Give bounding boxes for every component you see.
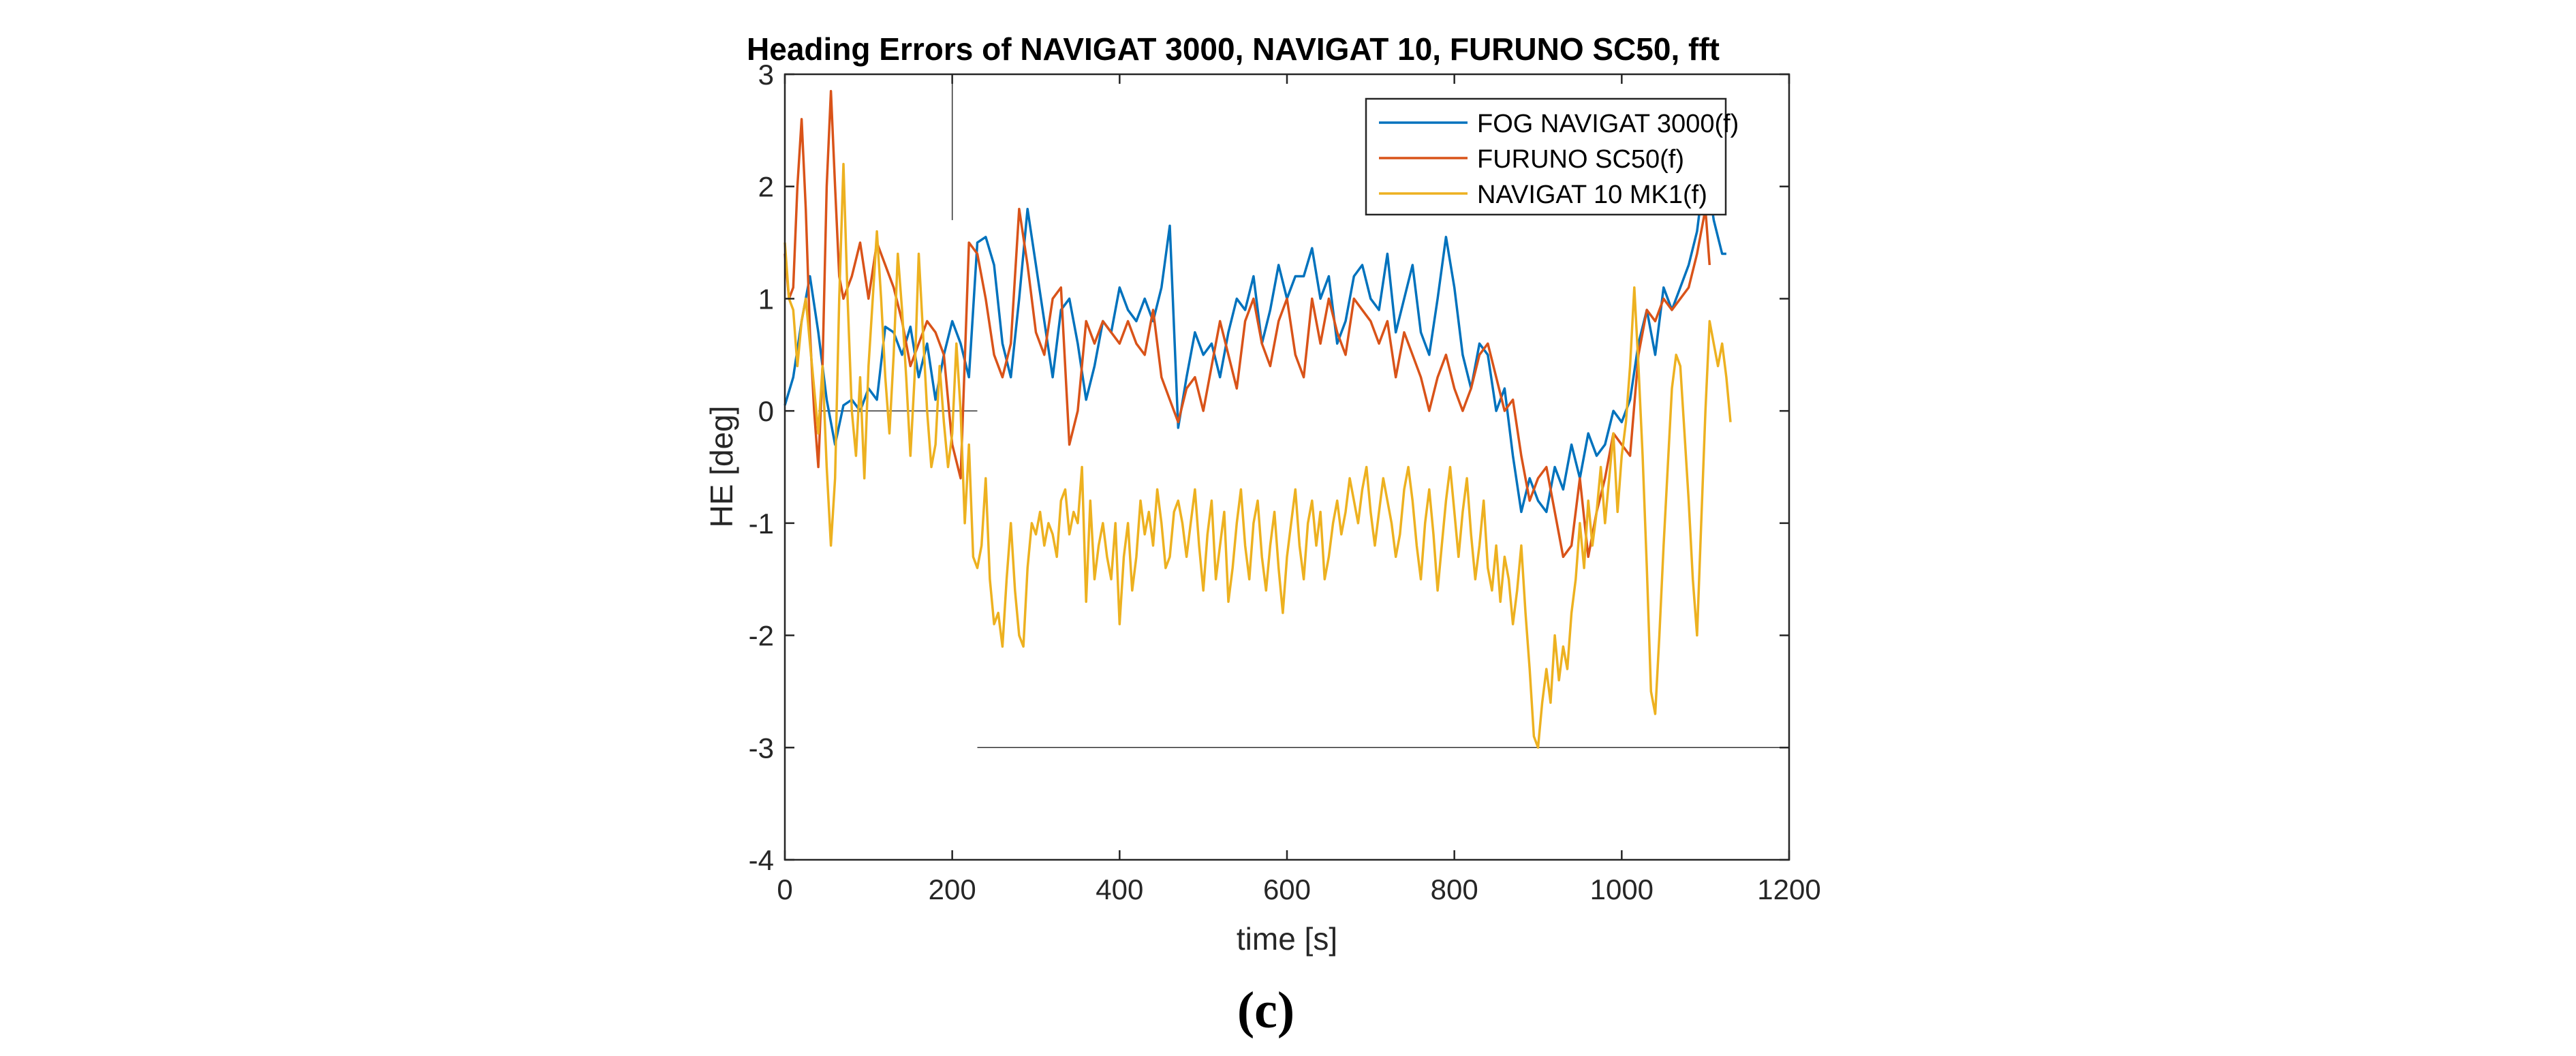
y-tick-label: -1 bbox=[749, 508, 774, 540]
y-tick-label: 3 bbox=[758, 59, 774, 91]
series-line-2 bbox=[783, 89, 1711, 559]
legend: FOG NAVIGAT 3000(f) FURUNO SC50(f) NAVIGAT… bbox=[1365, 97, 1739, 216]
y-tick-label: -2 bbox=[749, 620, 774, 652]
figure-caption: (c) bbox=[1237, 982, 1294, 1039]
legend-label-3: NAVIGAT 10 MK1(f) bbox=[1477, 181, 1707, 209]
y-tick-label: 1 bbox=[758, 283, 774, 315]
legend-box bbox=[1365, 97, 1727, 216]
x-tick-label: 600 bbox=[1263, 873, 1311, 905]
y-axis: 3 2 1 0 -1 -2 -3 -4 bbox=[749, 59, 1789, 876]
series-line-3 bbox=[783, 163, 1732, 749]
y-tick-label: -4 bbox=[749, 844, 774, 876]
x-tick-label: 1200 bbox=[1757, 873, 1820, 905]
x-tick-label: 400 bbox=[1096, 873, 1143, 905]
y-axis-label: HE [deg] bbox=[704, 406, 739, 528]
x-tick-label: 200 bbox=[929, 873, 976, 905]
x-axis-label: time [s] bbox=[1237, 921, 1337, 957]
reference-lines bbox=[818, 74, 1789, 749]
y-tick-label: 2 bbox=[758, 171, 774, 203]
legend-label-2: FURUNO SC50(f) bbox=[1477, 145, 1684, 174]
legend-label-1: FOG NAVIGAT 3000(f) bbox=[1477, 110, 1739, 138]
x-tick-label: 1000 bbox=[1590, 873, 1654, 905]
chart-title: Heading Errors of NAVIGAT 3000, NAVIGAT … bbox=[747, 31, 1720, 67]
series-lines bbox=[783, 89, 1732, 749]
x-tick-label: 800 bbox=[1431, 873, 1478, 905]
y-tick-label: 0 bbox=[758, 395, 774, 427]
x-tick-label: 0 bbox=[777, 873, 792, 905]
y-tick-label: -3 bbox=[749, 732, 774, 764]
series-line-1 bbox=[783, 163, 1726, 514]
x-axis: 0 200 400 600 800 1000 1200 bbox=[777, 74, 1821, 905]
